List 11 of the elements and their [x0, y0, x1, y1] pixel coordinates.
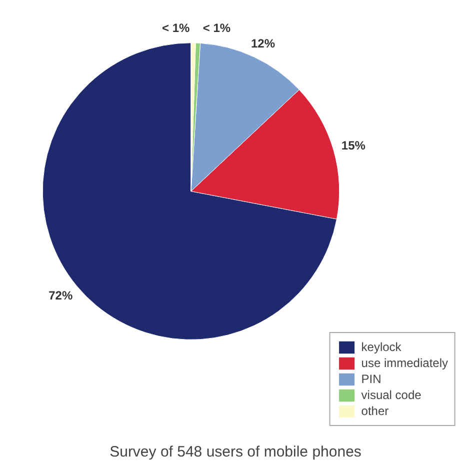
data-label: 15%: [341, 138, 366, 153]
legend-label: other: [361, 403, 389, 419]
data-label: < 1%: [202, 20, 231, 35]
text: Survey of 548 users of mobile phones: [110, 444, 362, 460]
data-label: 12%: [251, 36, 276, 50]
legend-label: keylock: [361, 339, 402, 355]
legend-label: use immediately: [361, 355, 448, 371]
data-label: 72%: [48, 288, 73, 302]
data-label: < 1%: [162, 20, 190, 35]
legend-label: visual code: [361, 387, 422, 403]
legend-label: PIN: [361, 371, 382, 387]
